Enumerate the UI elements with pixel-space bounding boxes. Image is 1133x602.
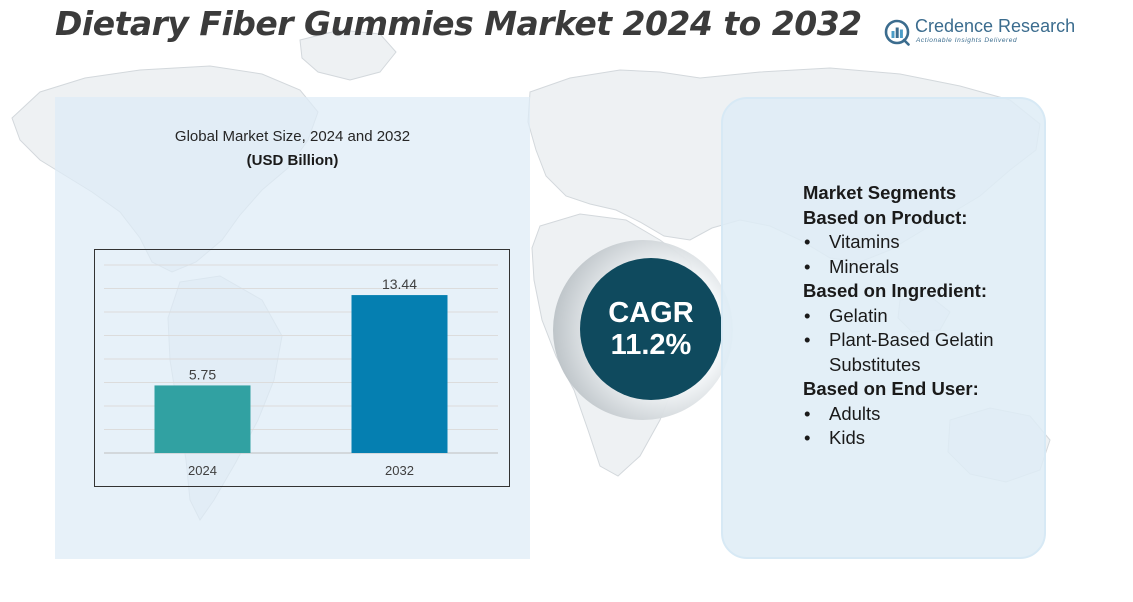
segment-item: Minerals <box>803 255 1043 280</box>
bar-2032 <box>351 295 448 453</box>
cagr-value: 11.2% <box>610 329 692 361</box>
segment-item: Kids <box>803 426 1043 451</box>
chart-labels: 5.75 2024 13.44 2032 <box>188 276 417 478</box>
logo-tagline: Actionable Insights Delivered <box>916 37 1018 44</box>
segments-heading: Market Segments <box>803 182 957 203</box>
chart-unit: (USD Billion) <box>246 152 339 169</box>
segment-group-title: Based on Product: <box>803 206 968 228</box>
x-tick-label-2032: 2032 <box>385 463 414 478</box>
chart-bars <box>154 295 448 453</box>
chart-title: Global Market Size, 2024 and 2032 <box>174 128 411 145</box>
data-label-2024: 5.75 <box>189 366 216 382</box>
company-logo: Credence Research Actionable Insights De… <box>884 16 1076 50</box>
segment-item: Adults <box>803 402 1043 427</box>
segment-group-title: Based on Ingredient: <box>803 280 987 301</box>
x-tick-label-2024: 2024 <box>188 463 217 478</box>
cagr-badge: CAGR 11.2% <box>580 258 722 400</box>
data-label-2032: 13.44 <box>382 276 417 292</box>
segment-item: Vitamins <box>803 230 1043 255</box>
segments-list: Market Segments Based on Product: Vitami… <box>803 181 1043 451</box>
segment-group-title: Based on End User: <box>803 378 979 399</box>
market-size-bar-chart: 5.75 2024 13.44 2032 <box>94 249 510 487</box>
segment-item: Gelatin <box>803 304 1043 329</box>
logo-name: Credence Research <box>915 16 1076 36</box>
chart-panel <box>55 97 530 559</box>
bar-chart-magnifier-icon <box>884 19 910 46</box>
bar-2024 <box>154 385 251 453</box>
segment-item: Plant-Based Gelatin Substitutes <box>803 328 1043 377</box>
page-title: Dietary Fiber Gummies Market 2024 to 203… <box>55 4 862 43</box>
cagr-label: CAGR <box>608 296 694 329</box>
